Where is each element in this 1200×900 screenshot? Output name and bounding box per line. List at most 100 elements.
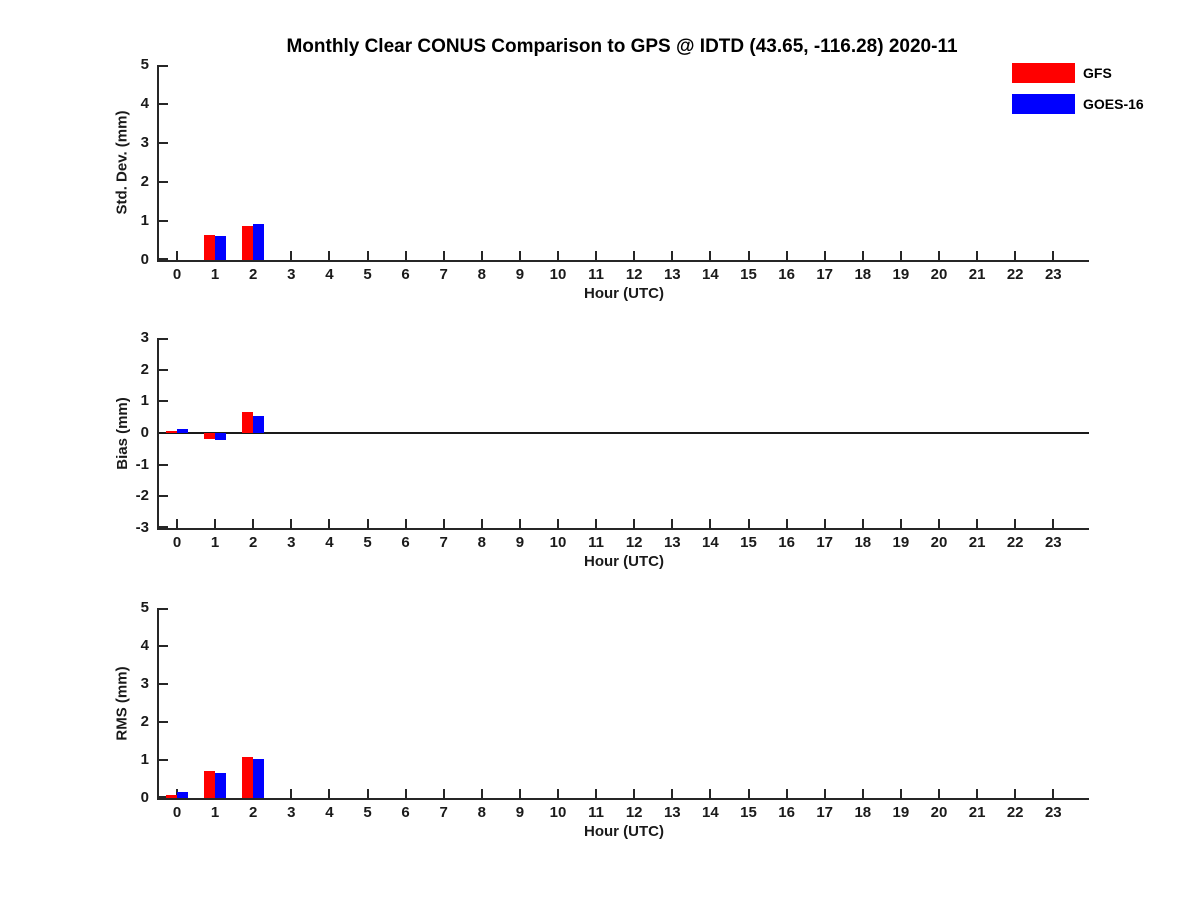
x-tick-label-15: 15	[740, 534, 757, 551]
y-tick-5	[159, 65, 168, 67]
y-tick-3	[159, 683, 168, 685]
x-tick-6	[404, 251, 407, 260]
x-tick-19	[899, 789, 902, 798]
x-axis-label-rms: Hour (UTC)	[584, 823, 664, 840]
y-tick-4	[159, 103, 168, 105]
x-tick-5	[366, 251, 369, 260]
y-axis-label-std-dev: Std. Dev. (mm)	[113, 110, 131, 215]
x-axis-label-bias: Hour (UTC)	[584, 553, 664, 570]
x-tick-13	[671, 789, 674, 798]
x-tick-15	[747, 519, 750, 528]
x-tick-label-5: 5	[363, 804, 372, 821]
x-axis-label-std-dev: Hour (UTC)	[584, 285, 664, 302]
x-tick-3	[290, 789, 293, 798]
x-tick-15	[747, 251, 750, 260]
x-tick-label-12: 12	[625, 266, 643, 283]
x-tick-label-16: 16	[778, 804, 795, 821]
x-tick-18	[861, 519, 864, 528]
x-tick-label-19: 19	[892, 266, 910, 283]
x-tick-label-8: 8	[477, 534, 486, 551]
bar-gfs-hour-1	[204, 234, 216, 260]
bar-goes-16-hour-2	[253, 416, 265, 433]
x-tick-6	[404, 789, 407, 798]
x-tick-23	[1052, 251, 1055, 260]
gfs-color-swatch	[1012, 63, 1075, 83]
x-tick-label-3: 3	[287, 266, 296, 283]
x-tick-3	[290, 251, 293, 260]
y-tick-label-1: 1	[140, 751, 149, 768]
x-tick-21	[976, 251, 979, 260]
panel-std-dev: Std. Dev. (mm) 0 1 2 3 4 5 0 1 2 3 4 5 6 7 8 9 10 11 12 13 1…	[114, 56, 1089, 302]
x-tick-4	[328, 251, 331, 260]
bar-goes-16-hour-1	[215, 433, 227, 440]
x-tick-label-13: 13	[663, 804, 681, 821]
x-tick-21	[976, 519, 979, 528]
x-tick-label-14: 14	[702, 804, 719, 821]
x-tick-11	[595, 519, 598, 528]
x-tick-12	[633, 251, 636, 260]
y-tick-0	[159, 796, 168, 798]
x-tick-10	[557, 251, 559, 260]
y-tick--1	[159, 463, 168, 466]
x-tick-label-11: 11	[588, 534, 605, 551]
y-tick-4	[159, 645, 168, 647]
y-tick-label-3: 3	[140, 675, 149, 692]
y-tick-0	[159, 258, 168, 260]
bar-gfs-hour-1	[204, 433, 216, 439]
x-tick-9	[518, 789, 521, 798]
x-tick-20	[938, 789, 940, 798]
x-tick-label-5: 5	[363, 266, 372, 283]
legend: GFS GOES-16	[1012, 63, 1144, 125]
x-tick-label-8: 8	[477, 804, 486, 821]
legend-item-gfs: GFS	[1012, 63, 1144, 83]
bar-goes-16-hour-2	[253, 224, 265, 260]
x-tick-23	[1052, 789, 1055, 798]
x-tick-4	[328, 789, 331, 798]
x-tick-label-22: 22	[1006, 534, 1024, 551]
x-tick-label-15: 15	[740, 266, 757, 283]
bar-goes-16-hour-1	[215, 235, 227, 260]
x-tick-13	[671, 251, 674, 260]
bar-gfs-hour-0	[166, 794, 177, 798]
x-tick-18	[861, 251, 864, 260]
x-tick-9	[518, 251, 521, 260]
y-tick-label-0: 0	[140, 789, 149, 806]
x-tick-label-17: 17	[816, 804, 834, 821]
x-tick-label-5: 5	[363, 534, 372, 551]
y-tick--3	[159, 526, 168, 528]
x-tick-22	[1014, 251, 1017, 260]
x-tick-3	[290, 519, 293, 528]
x-tick-label-4: 4	[325, 534, 334, 551]
x-tick-11	[595, 251, 598, 260]
x-tick-label-10: 10	[549, 534, 567, 551]
bar-goes-16-hour-0	[177, 429, 188, 433]
x-tick-label-9: 9	[515, 534, 525, 551]
x-tick-label-7: 7	[439, 266, 448, 283]
x-tick-label-6: 6	[401, 534, 410, 551]
x-tick-label-3: 3	[287, 804, 296, 821]
x-tick-8	[480, 519, 483, 528]
x-tick-label-7: 7	[439, 804, 448, 821]
y-tick-label-2: 2	[140, 173, 149, 190]
x-tick-label-7: 7	[439, 534, 448, 551]
x-tick-label-2: 2	[249, 534, 258, 551]
y-tick-label-4: 4	[140, 95, 149, 112]
x-tick-label-19: 19	[892, 804, 910, 821]
x-tick-5	[366, 519, 369, 528]
x-tick-14	[709, 251, 712, 260]
x-tick-19	[899, 251, 902, 260]
y-tick-label-2: 2	[140, 360, 149, 378]
goes16-color-swatch	[1012, 94, 1075, 114]
plot-area-std-dev: 0 1 2 3 4 5 0 1 2 3 4 5 6 7 8 9 10 11 12 13 14 15 16 17 18 19 20 21…	[141, 56, 1089, 283]
bar-goes-16-hour-1	[215, 772, 227, 798]
x-tick-label-10: 10	[549, 266, 567, 283]
x-tick-21	[976, 789, 979, 798]
x-tick-label-14: 14	[702, 534, 719, 551]
x-tick-label-20: 20	[930, 534, 948, 551]
x-tick-label-2: 2	[249, 266, 258, 283]
x-tick-13	[671, 519, 674, 528]
y-tick-label--2: -2	[135, 487, 149, 505]
x-tick-label-6: 6	[401, 804, 410, 821]
x-tick-label-23: 23	[1044, 804, 1062, 821]
plot-area-rms: 0 1 2 3 4 5 0 1 2 3 4 5 6 7 8 9 10 11 12 13 14 15 16 17 18 19 20 21…	[141, 599, 1089, 821]
